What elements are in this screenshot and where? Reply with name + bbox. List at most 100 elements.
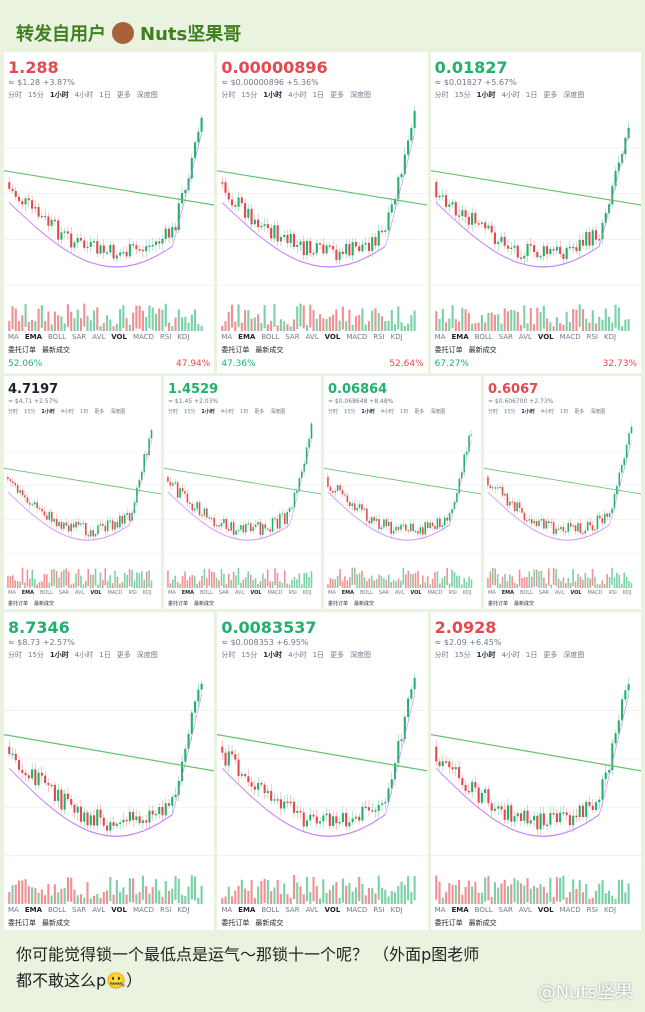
indicator-tab[interactable]: MACD [559,333,581,341]
order-tab[interactable]: 委托订单 [434,346,463,354]
interval-tab[interactable]: 深度图 [350,91,372,99]
order-tab[interactable]: 委托订单 [328,601,349,607]
interval-tab[interactable]: 1日 [99,651,111,659]
indicator-tab[interactable]: EMA [501,590,514,596]
order-tab[interactable]: 最新成交 [514,601,535,607]
indicator-tab[interactable]: SAR [72,333,87,341]
order-tab[interactable]: 最新成交 [255,346,284,354]
indicator-tab[interactable]: KDJ [604,333,617,341]
indicator-tab[interactable]: RSI [448,590,457,596]
interval-tab[interactable]: 15分 [504,409,516,415]
order-tab[interactable]: 最新成交 [34,601,55,607]
interval-tab[interactable]: 1日 [312,91,325,99]
indicator-tab[interactable]: BOLL [360,590,373,596]
indicator-tab[interactable]: MACD [267,590,283,596]
order-tab[interactable]: 委托订单 [8,601,29,607]
indicator-tab[interactable]: VOL [111,333,127,341]
interval-tab[interactable]: 4小时 [501,651,520,659]
interval-tab[interactable]: 深度图 [590,409,606,415]
indicator-tab[interactable]: AVL [92,333,106,341]
order-tab[interactable]: 委托订单 [488,601,509,607]
indicator-tab[interactable]: RSI [159,906,172,914]
indicator-tab[interactable]: BOLL [48,906,66,914]
interval-tab[interactable]: 1小时 [476,91,496,99]
interval-tab[interactable]: 15分 [454,91,471,99]
interval-tab[interactable]: 分时 [221,651,236,659]
indicator-tab[interactable]: KDJ [462,590,472,596]
interval-tab[interactable]: 4小时 [288,651,307,659]
indicator-tab[interactable]: AVL [305,333,319,341]
order-tab[interactable]: 最新成交 [194,601,215,607]
interval-tab[interactable]: 4小时 [60,409,75,415]
interval-tab[interactable]: 更多 [330,651,345,659]
interval-tab[interactable]: 更多 [116,91,131,99]
indicator-tab[interactable]: VOL [250,590,262,596]
indicator-tab[interactable]: EMA [238,906,256,914]
indicator-tab[interactable]: AVL [305,906,319,914]
indicator-tab[interactable]: SAR [498,906,513,914]
interval-tab[interactable]: 深度图 [136,91,158,99]
indicator-tab[interactable]: MA [434,333,446,341]
interval-tab[interactable]: 15分 [454,651,471,659]
indicator-tab[interactable]: VOL [90,590,102,596]
interval-tab[interactable]: 分时 [221,91,236,99]
indicator-tab[interactable]: KDJ [177,906,190,914]
interval-tab[interactable]: 1日 [240,409,249,415]
indicator-tab[interactable]: KDJ [604,906,617,914]
interval-tab[interactable]: 15分 [241,91,258,99]
interval-tab[interactable]: 1小时 [263,91,283,99]
indicator-tab[interactable]: VOL [324,906,341,914]
indicator-tab[interactable]: RSI [373,906,385,914]
indicator-tab[interactable]: EMA [451,906,469,914]
interval-tab[interactable]: 1小时 [49,91,69,99]
interval-tab[interactable]: 分时 [168,409,179,415]
interval-tab[interactable]: 1小时 [49,651,69,659]
indicator-tab[interactable]: EMA [451,333,469,341]
header-user[interactable]: Nuts坚果哥 [140,24,242,45]
indicator-tab[interactable]: RSI [288,590,297,596]
order-tab[interactable]: 最新成交 [354,601,375,607]
interval-tab[interactable]: 1日 [400,409,409,415]
indicator-tab[interactable]: MACD [427,590,443,596]
interval-tab[interactable]: 4小时 [74,651,94,659]
interval-tab[interactable]: 4小时 [288,91,307,99]
indicator-tab[interactable]: RSI [608,590,617,596]
indicator-tab[interactable]: RSI [128,590,137,596]
indicator-tab[interactable]: VOL [537,333,554,341]
interval-tab[interactable]: 更多 [543,651,558,659]
indicator-tab[interactable]: SAR [58,590,70,596]
interval-tab[interactable]: 深度图 [350,651,372,659]
interval-tab[interactable]: 1日 [525,91,538,99]
interval-tab[interactable]: 1小时 [201,409,215,415]
interval-tab[interactable]: 分时 [434,651,449,659]
indicator-tab[interactable]: MA [8,906,19,914]
interval-tab[interactable]: 分时 [328,409,339,415]
indicator-tab[interactable]: MACD [132,906,154,914]
indicator-tab[interactable]: EMA [238,333,256,341]
indicator-tab[interactable]: EMA [24,906,42,914]
indicator-tab[interactable]: MACD [587,590,603,596]
interval-tab[interactable]: 1小时 [361,409,375,415]
indicator-tab[interactable]: RSI [373,333,385,341]
interval-tab[interactable]: 15分 [28,651,44,659]
indicator-tab[interactable]: VOL [570,590,582,596]
interval-tab[interactable]: 1日 [312,651,325,659]
indicator-tab[interactable]: KDJ [390,906,403,914]
order-tab[interactable]: 委托订单 [221,919,250,927]
indicator-tab[interactable]: AVL [235,590,245,596]
order-tab[interactable]: 委托订单 [168,601,189,607]
indicator-tab[interactable]: MA [221,906,233,914]
indicator-tab[interactable]: VOL [410,590,422,596]
indicator-tab[interactable]: KDJ [390,333,403,341]
indicator-tab[interactable]: SAR [72,906,87,914]
interval-tab[interactable]: 1日 [560,409,569,415]
interval-tab[interactable]: 分时 [434,91,449,99]
indicator-tab[interactable]: VOL [111,906,127,914]
interval-tab[interactable]: 更多 [116,651,131,659]
indicator-tab[interactable]: EMA [24,333,42,341]
indicator-tab[interactable]: EMA [21,590,34,596]
indicator-tab[interactable]: EMA [341,590,354,596]
interval-tab[interactable]: 深度图 [270,409,286,415]
order-tab[interactable]: 委托订单 [8,919,36,927]
interval-tab[interactable]: 深度图 [110,409,126,415]
